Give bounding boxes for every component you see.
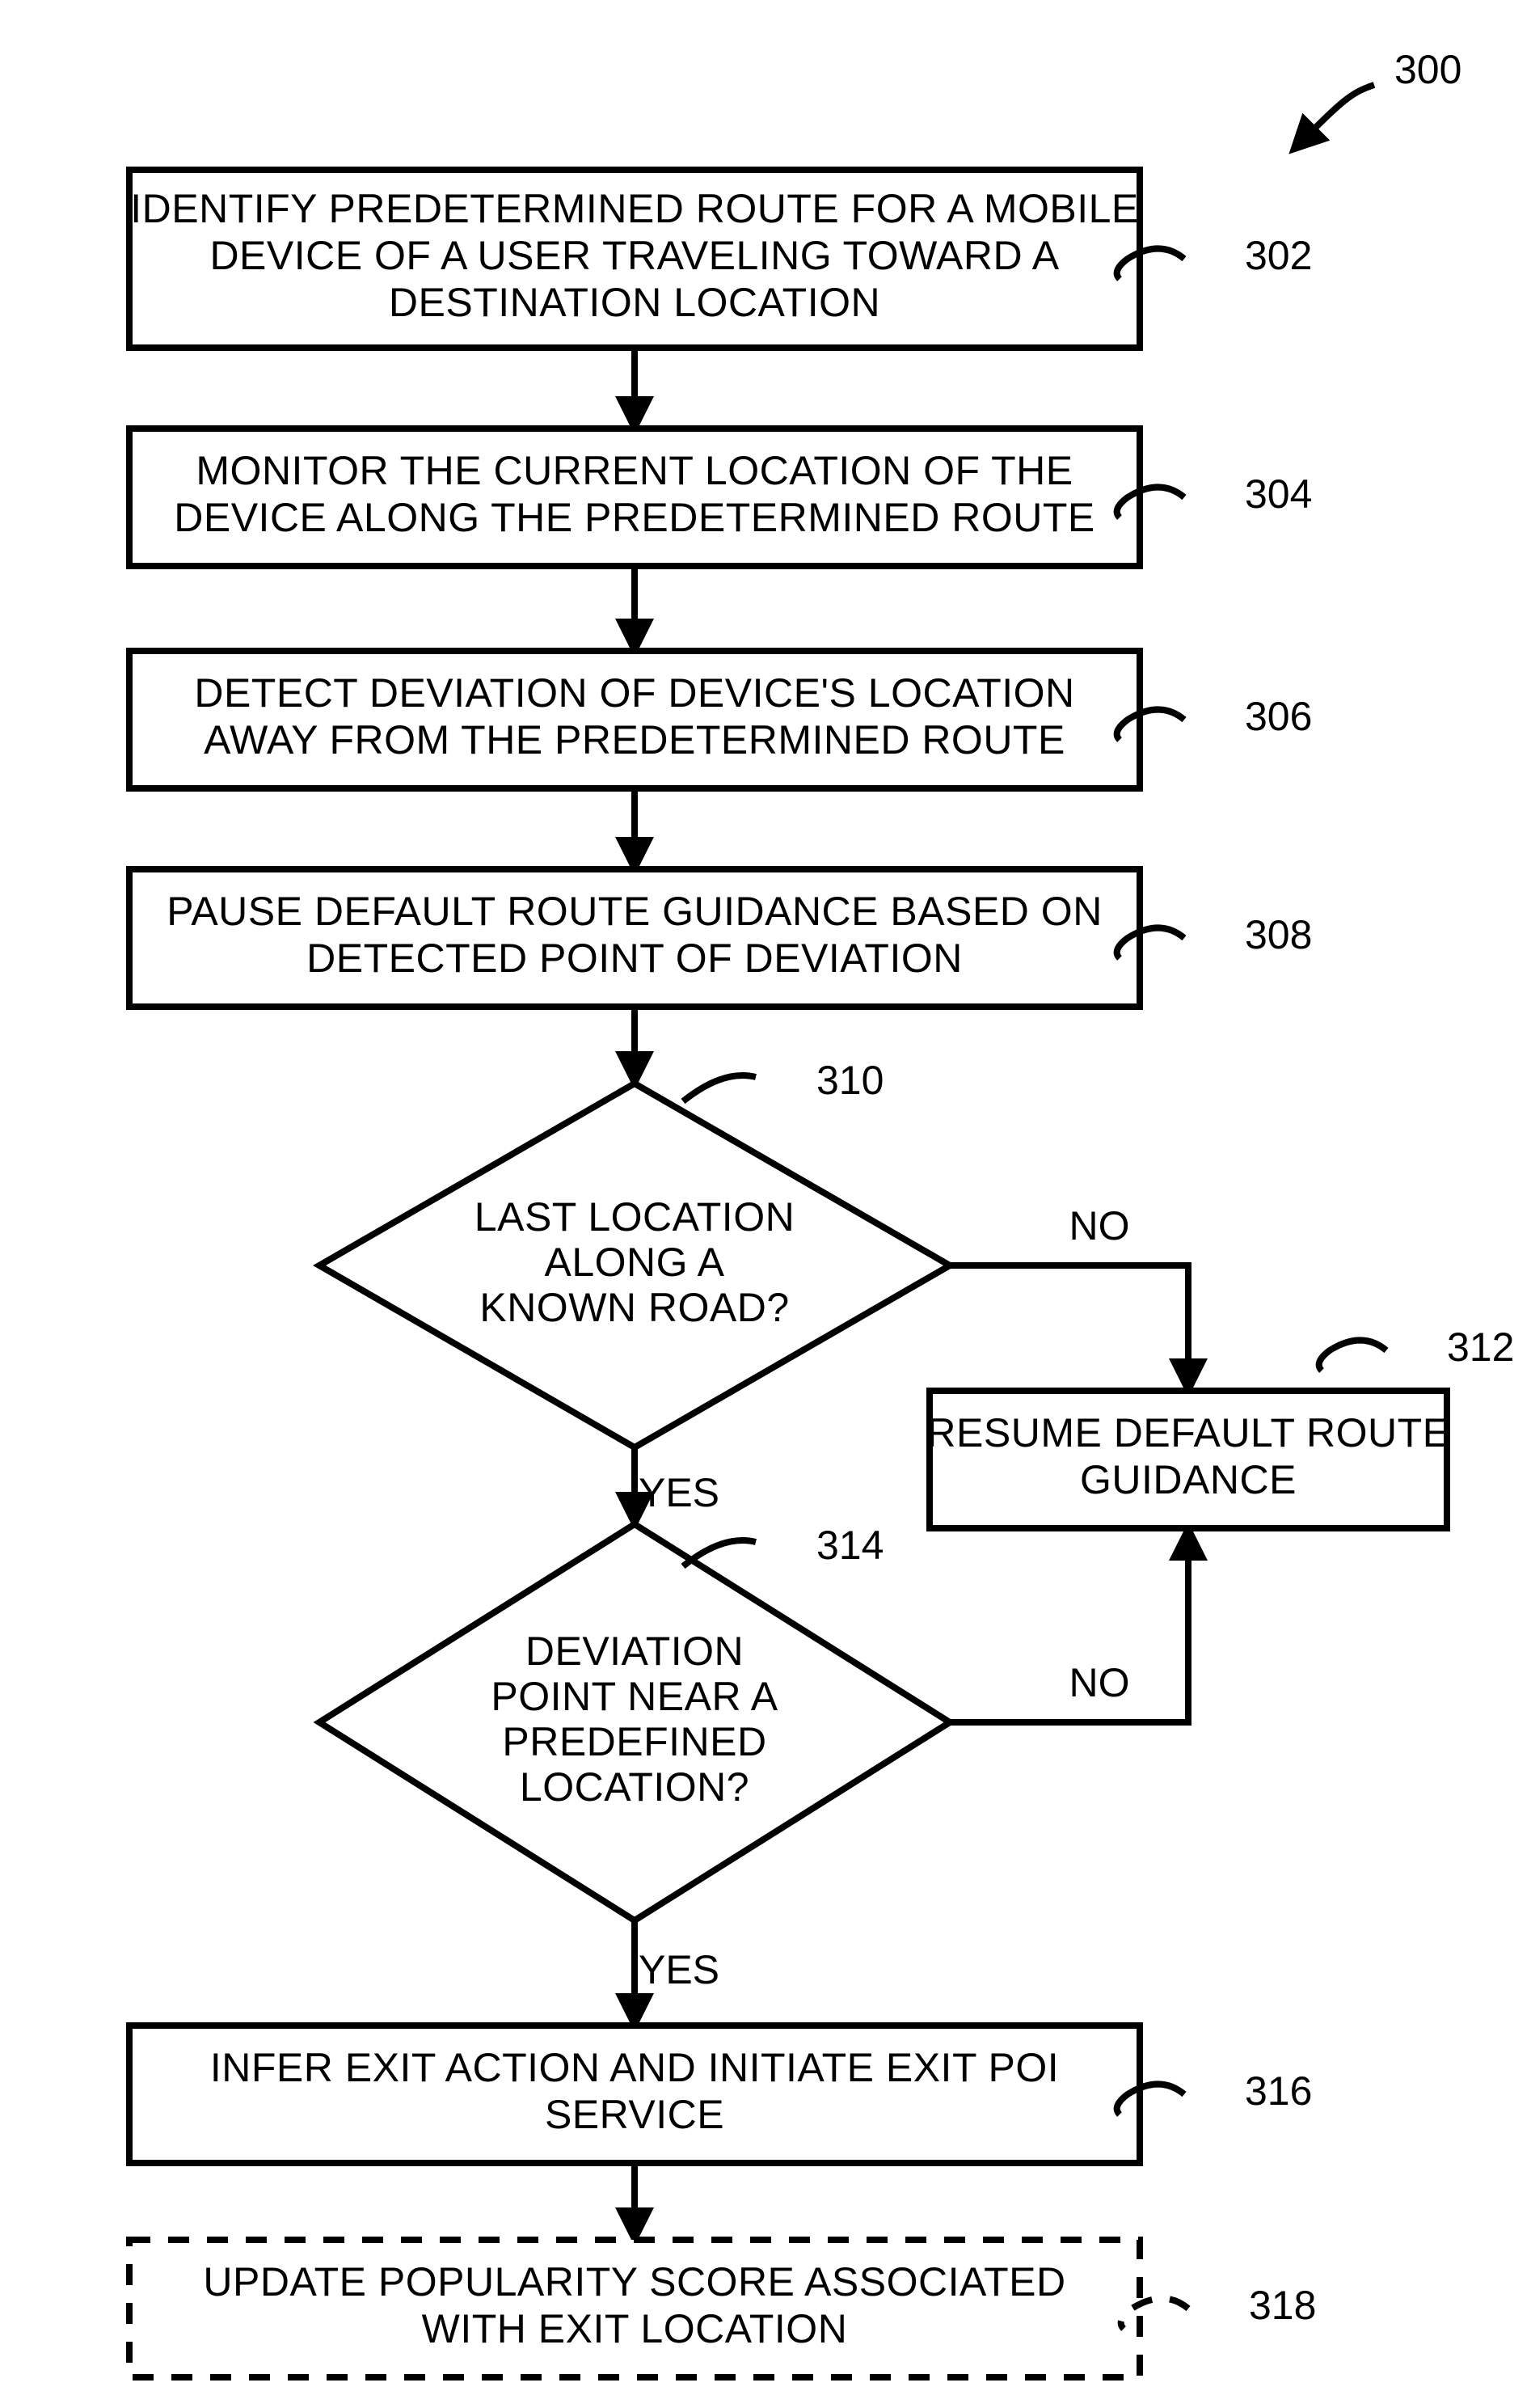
node-ref-label: 306 — [1245, 694, 1312, 739]
node-ref-label: 302 — [1245, 233, 1312, 278]
node-ref-label: 314 — [816, 1523, 884, 1568]
node-ref-label: 310 — [816, 1058, 884, 1103]
edge-label: NO — [1069, 1660, 1130, 1705]
node-text: DEVIATIONPOINT NEAR APREDEFINEDLOCATION? — [491, 1629, 778, 1810]
flow-arrow — [950, 1265, 1188, 1391]
edge-label: YES — [639, 1470, 719, 1515]
edge-label: NO — [1069, 1203, 1130, 1248]
figure-ref-300: 300 — [1394, 47, 1461, 92]
node-ref-label: 308 — [1245, 912, 1312, 957]
flowchart-diagram: 300YESNONOYESIDENTIFY PREDETERMINED ROUT… — [0, 0, 1531, 2408]
node-ref-label: 318 — [1249, 2283, 1316, 2328]
edge-label: YES — [639, 1947, 719, 1992]
node-ref-label: 312 — [1447, 1324, 1514, 1370]
node-ref-label: 316 — [1245, 2068, 1312, 2114]
node-ref-label: 304 — [1245, 471, 1312, 517]
